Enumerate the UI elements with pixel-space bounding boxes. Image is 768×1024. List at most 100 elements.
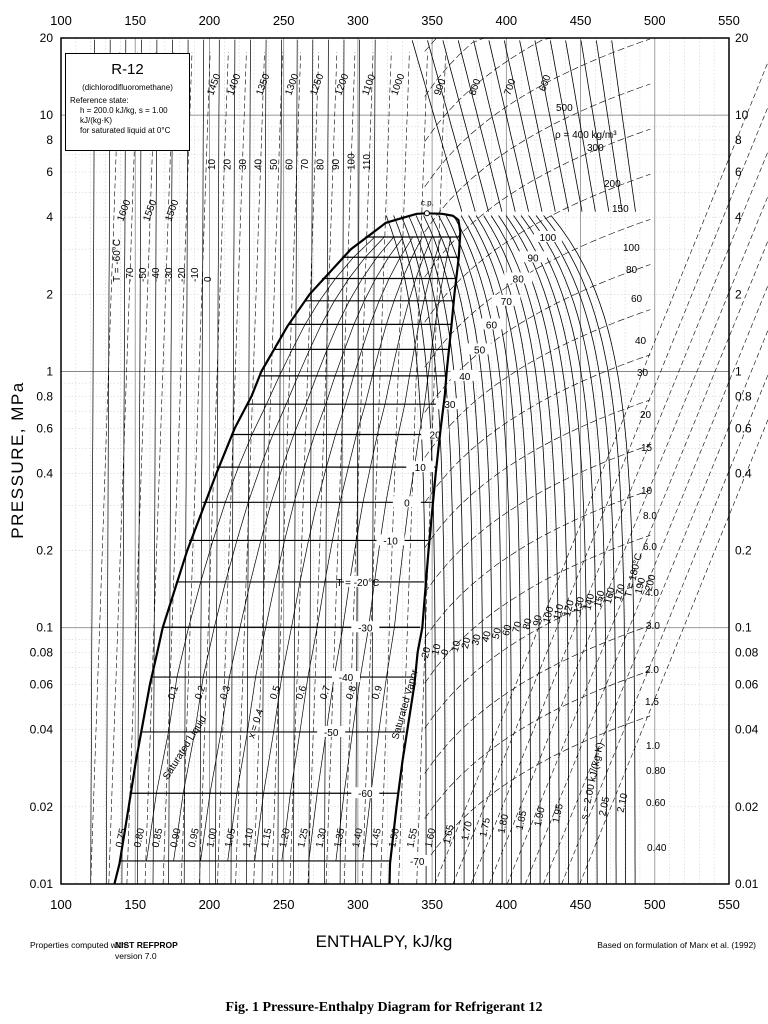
- y-tick-label-left: 0.6: [36, 421, 53, 435]
- x-tick-label-top: 400: [495, 13, 517, 28]
- liquid-isotherm-line: [168, 39, 173, 885]
- isotherm-label: 20: [430, 431, 442, 442]
- liquid-isotherm-line: [230, 39, 236, 885]
- liquid-isotherm-label: -10: [190, 267, 201, 282]
- vapor-isotherm-label: 90: [531, 614, 544, 628]
- isotherm-label: -70: [410, 857, 425, 868]
- vapor-isotherm-label: 120: [562, 599, 577, 618]
- quality-label: 0.3: [218, 684, 233, 701]
- y-tick-label-left: 4: [46, 210, 53, 224]
- isochore-line: [424, 173, 651, 323]
- vapor-isotherm-label: 10: [450, 639, 463, 653]
- isochore-label: 1450: [205, 72, 223, 97]
- critical-point-marker: [423, 210, 430, 217]
- isotherm-label: -30: [358, 623, 373, 634]
- isochore-label: 1100: [360, 73, 378, 97]
- y-tick-label-left: 0.06: [30, 678, 54, 692]
- isochore-label: 60: [631, 294, 643, 305]
- liquid-isotherm-line: [308, 39, 314, 885]
- isotherm-label: 70: [501, 297, 513, 308]
- isochore-label: 4.0: [645, 588, 659, 599]
- vapor-isotherm-line: [483, 215, 550, 884]
- isotherm-label-bg: [351, 787, 380, 799]
- liquid-isotherm-label: 60: [285, 158, 296, 170]
- supercritical-isotherm-line: [473, 40, 516, 212]
- vapor-isotherm-label: 70: [511, 620, 524, 634]
- isotherm-label-bg: [504, 272, 533, 284]
- vapor-isotherm-label: 60: [501, 623, 514, 637]
- isotherm-label: 50: [474, 345, 486, 356]
- isentrope-line: [488, 195, 768, 885]
- isotherm-label-bg: [435, 398, 464, 410]
- liquid-isotherm-label: 20: [223, 158, 234, 170]
- vapor-isotherm-label: 110: [552, 603, 567, 622]
- x-tick-label-top: 350: [421, 13, 443, 28]
- isentrope-label: 1.10: [242, 827, 257, 849]
- isentrope-label: 1.90: [533, 806, 548, 828]
- liquid-isotherm-label: 30: [238, 158, 249, 170]
- y-tick-label-left: 8: [46, 133, 53, 147]
- isentrope-line: [144, 51, 175, 885]
- vapor-isotherm-line: [393, 215, 437, 884]
- quality-line: [146, 236, 376, 862]
- isochore-label: 3.0: [646, 621, 660, 632]
- supercritical-isotherm-line: [580, 40, 610, 212]
- supercritical-isotherm-line: [503, 40, 543, 212]
- x-tick-label-bottom: 300: [347, 897, 369, 912]
- liquid-isotherm-label: 80: [316, 158, 327, 170]
- liquid-isotherm-line: [105, 39, 111, 885]
- vapor-isotherm-label: 100: [542, 605, 557, 624]
- isochore-label: 1.0: [646, 741, 660, 752]
- isochore-label: 1000: [389, 72, 407, 97]
- x-axis-label: ENTHALPY, kJ/kg: [315, 932, 453, 951]
- x-tick-label-top: 100: [50, 13, 72, 28]
- isochore-line: [424, 219, 651, 368]
- isotherm-label: -10: [383, 536, 398, 547]
- y-tick-label-right: 2: [735, 287, 742, 301]
- isentrope-label: 1.85: [515, 809, 530, 831]
- y-axis-label: PRESSURE, MPa: [8, 381, 27, 539]
- saturated-vapor-line: [388, 212, 462, 885]
- isochore-label: 8.0: [643, 511, 657, 522]
- quality-label: 0.2: [193, 684, 208, 701]
- saturated-liquid-line: [113, 212, 427, 885]
- isotherm-label-bg: [351, 621, 380, 633]
- isentrope-label: 1.15: [260, 827, 275, 849]
- quality-line: [281, 236, 423, 862]
- isentrope-line: [325, 51, 356, 885]
- refrigerant-title: R-12: [111, 61, 144, 78]
- liquid-isotherm-label: 70: [300, 158, 311, 170]
- isotherm-label: 0: [404, 498, 410, 509]
- critical-point-label: c.p.: [421, 198, 434, 207]
- y-tick-label-left: 2: [46, 287, 53, 301]
- liquid-isotherm-label: -30: [164, 267, 175, 282]
- isentrope-label: 0.90: [169, 827, 184, 849]
- isochore-line: [424, 37, 651, 142]
- vapor-isotherm-line: [550, 215, 636, 884]
- supercritical-isotherm-line: [534, 40, 570, 212]
- vapor-isotherm-line: [505, 215, 579, 884]
- vapor-isotherm-line: [543, 215, 626, 884]
- isochore-line: [424, 37, 651, 52]
- x-tick-label-top: 150: [124, 13, 146, 28]
- y-tick-label-left: 0.01: [30, 877, 54, 891]
- y-tick-label-right: 0.01: [735, 877, 759, 891]
- liquid-isotherm-line: [90, 39, 95, 885]
- y-tick-label-right: 0.8: [735, 389, 752, 403]
- isotherm-label-bg: [465, 343, 494, 355]
- isochore-label: 150: [612, 204, 629, 215]
- saturated-vapor-label: Saturated Vapor: [390, 668, 421, 741]
- isentrope-line: [525, 284, 768, 885]
- quality-label: 0.1: [166, 684, 181, 701]
- y-tick-label-left: 1: [46, 364, 53, 378]
- x-tick-label-bottom: 450: [570, 897, 592, 912]
- isentrope-line: [253, 51, 283, 885]
- liquid-isotherm-line: [370, 39, 376, 885]
- isentrope-label: 1.70: [460, 820, 475, 842]
- isotherm-label: T = -20°C: [336, 578, 379, 589]
- isotherm-label-bg: [343, 575, 372, 587]
- vapor-isotherm-label: 20: [460, 636, 473, 650]
- liquid-isotherm-line: [152, 39, 158, 885]
- vapor-isotherm-line: [535, 215, 617, 884]
- isentrope-line: [180, 51, 211, 885]
